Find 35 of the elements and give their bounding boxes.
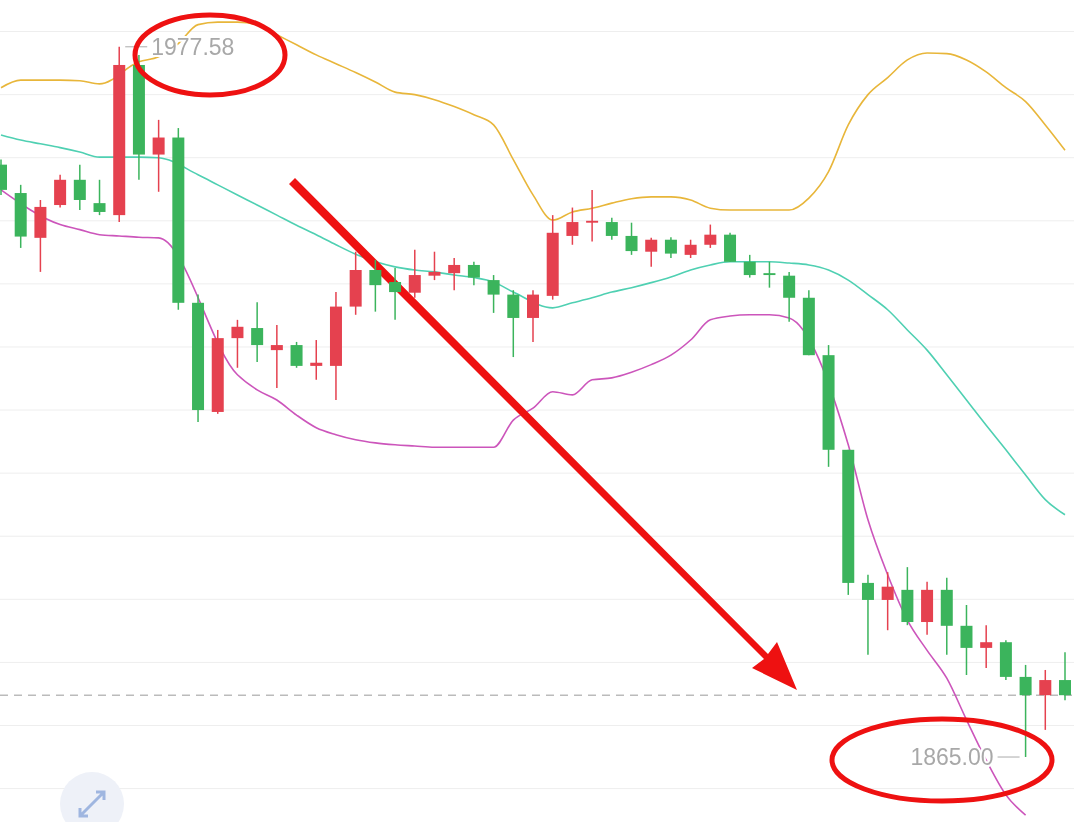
candlestick [251, 301, 264, 363]
candlestick [507, 289, 520, 358]
candlestick [980, 624, 993, 669]
candlestick [861, 573, 874, 656]
candlestick [93, 179, 106, 216]
candlestick [527, 289, 539, 343]
candlestick [152, 119, 165, 193]
candlestick [645, 237, 658, 268]
candlestick [1059, 651, 1071, 701]
candlestick [704, 223, 717, 249]
candlestick [73, 163, 86, 211]
candlestick [960, 604, 973, 676]
candlestick [605, 216, 618, 241]
candlestick [487, 274, 500, 314]
candlestick [1019, 664, 1032, 758]
candlestick [408, 249, 421, 299]
candlestick [310, 339, 323, 381]
candlestick [467, 261, 480, 286]
candlestick [783, 271, 796, 323]
candlestick [231, 319, 244, 369]
candlestick [586, 189, 599, 243]
candlestick [625, 221, 638, 256]
candlestick [881, 571, 894, 631]
candlestick [270, 324, 283, 389]
candlestick [664, 236, 677, 259]
candlestick [389, 267, 402, 321]
candlestick [763, 261, 776, 289]
candlestick [428, 250, 441, 281]
candlestick [566, 206, 579, 246]
candlestick [369, 259, 382, 313]
candlestick [448, 257, 461, 291]
candlestick [684, 238, 697, 259]
candlestick [1039, 669, 1052, 731]
candlestick [743, 254, 756, 279]
candlestick [290, 341, 303, 369]
